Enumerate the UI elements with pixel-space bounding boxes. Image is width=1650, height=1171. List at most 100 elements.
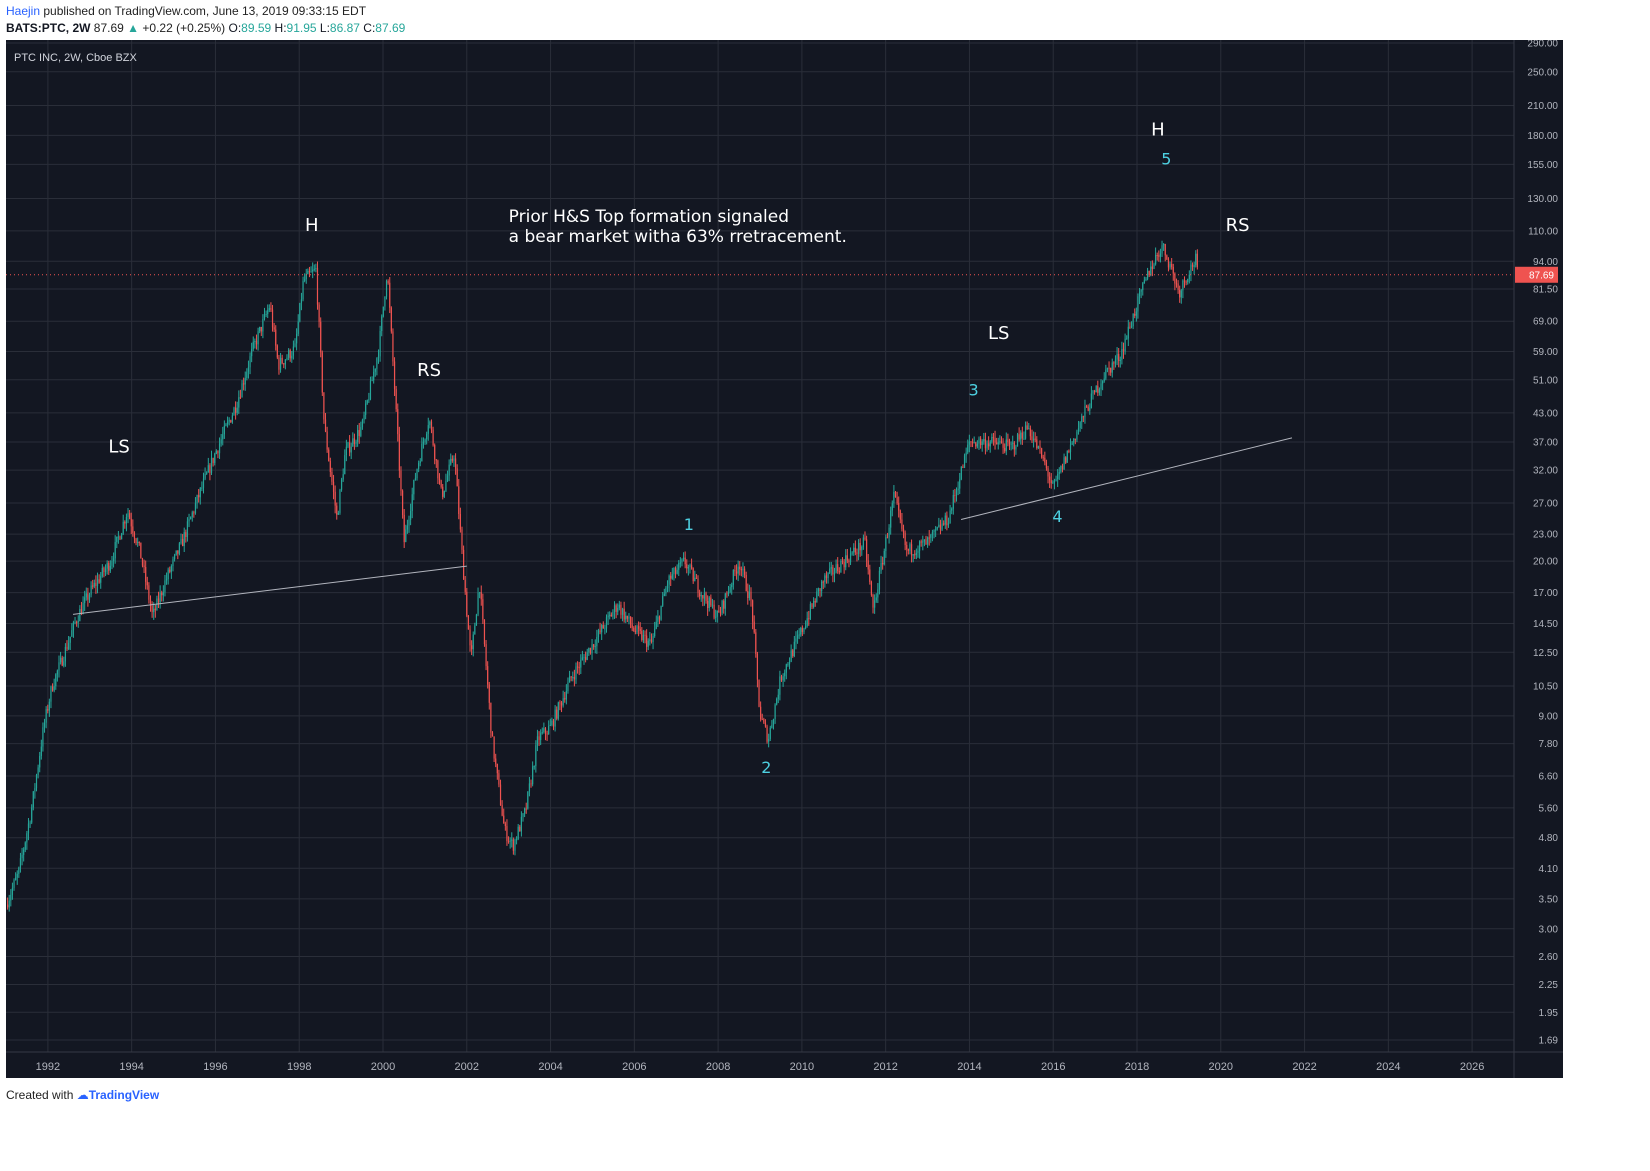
candle-body bbox=[365, 403, 367, 415]
candle-body bbox=[679, 562, 681, 564]
candle-body bbox=[1047, 468, 1049, 477]
candle-body bbox=[464, 579, 466, 592]
author-link[interactable]: Haejin bbox=[6, 4, 41, 18]
candle-body bbox=[85, 593, 87, 598]
candle-body bbox=[578, 667, 580, 669]
candle-body bbox=[620, 604, 622, 615]
candle-body bbox=[928, 537, 930, 539]
candle-body bbox=[437, 460, 439, 479]
candle-body bbox=[1076, 431, 1078, 440]
candle-body bbox=[917, 550, 919, 553]
candle-body bbox=[1169, 263, 1171, 268]
x-tick-label: 2020 bbox=[1209, 1061, 1233, 1073]
candle-body bbox=[522, 813, 524, 817]
candle-body bbox=[835, 564, 837, 573]
candle-body bbox=[650, 639, 653, 643]
open-label: O: bbox=[228, 21, 242, 35]
candle-body bbox=[1028, 428, 1030, 430]
candle-body bbox=[424, 439, 426, 442]
candle-body bbox=[729, 587, 731, 592]
candle-body bbox=[475, 614, 478, 626]
candle-body bbox=[1004, 447, 1006, 452]
candle-body bbox=[755, 632, 757, 654]
candle-body bbox=[467, 615, 470, 630]
candle-body bbox=[992, 436, 995, 439]
candle-body bbox=[753, 621, 755, 633]
price-axis[interactable]: 290.00 250.00 210.00 180.00 155.00 130.00 110.… bbox=[1527, 40, 1558, 1047]
candle-body bbox=[190, 517, 192, 520]
candle-body bbox=[1105, 369, 1107, 379]
candle-body bbox=[387, 281, 389, 283]
candle-body bbox=[1082, 416, 1084, 418]
candle-body bbox=[310, 271, 312, 273]
candle-body bbox=[1167, 259, 1170, 268]
candle-body bbox=[689, 565, 691, 568]
candle-body bbox=[777, 694, 779, 699]
candle-body bbox=[183, 532, 185, 547]
candle-body bbox=[1106, 367, 1109, 370]
candle-body bbox=[72, 622, 75, 631]
candle-body bbox=[379, 330, 381, 357]
candle-body bbox=[1166, 255, 1168, 260]
candle-body bbox=[324, 419, 327, 432]
candle-body bbox=[331, 471, 333, 482]
candle-body bbox=[90, 585, 92, 595]
candle-body bbox=[880, 562, 882, 571]
candle-body bbox=[289, 350, 291, 359]
annotations-layer: LS H RS LS H RS 1 2 3 4 5 Prior H&S Top formation s… bbox=[108, 119, 1249, 777]
candle-body bbox=[657, 616, 659, 622]
candle-body bbox=[575, 666, 577, 680]
candle-body bbox=[785, 664, 787, 673]
candle-body bbox=[764, 722, 767, 727]
candle-body bbox=[259, 327, 261, 332]
candle-body bbox=[315, 268, 317, 270]
candle-body bbox=[71, 630, 73, 637]
candle-body bbox=[970, 441, 972, 443]
candle-body bbox=[951, 508, 953, 511]
note-text-line: Prior H&S Top formation signaled bbox=[509, 207, 789, 227]
candle-body bbox=[39, 756, 41, 768]
candle-body bbox=[427, 425, 429, 434]
candle-body bbox=[922, 541, 924, 543]
candle-body bbox=[498, 773, 500, 785]
price-chart[interactable]: LS H RS LS H RS 1 2 3 4 5 Prior H&S Top formation s… bbox=[6, 40, 1563, 1078]
candle-body bbox=[795, 638, 797, 642]
candle-body bbox=[1092, 390, 1094, 394]
candle-body bbox=[299, 303, 301, 322]
candle-body bbox=[223, 425, 225, 435]
tradingview-brand-link[interactable]: TradingView bbox=[88, 1088, 160, 1102]
candle-body bbox=[739, 566, 741, 570]
candle-body bbox=[609, 614, 611, 616]
x-tick-label: 2006 bbox=[622, 1061, 646, 1073]
candle-body bbox=[92, 585, 94, 587]
candle-body bbox=[1042, 457, 1044, 459]
candle-body bbox=[471, 645, 473, 650]
time-axis[interactable]: 1992 1994 1996 1998 2000 2002 2004 2006 2008 2010… bbox=[36, 1061, 1485, 1073]
candle-body bbox=[896, 497, 898, 504]
candle-body bbox=[108, 563, 110, 571]
candle-body bbox=[674, 567, 677, 574]
candle-body bbox=[265, 314, 267, 316]
candle-body bbox=[287, 350, 290, 358]
x-tick-label: 2016 bbox=[1041, 1061, 1065, 1073]
candle-body bbox=[601, 625, 603, 633]
y-tick-label: 6.60 bbox=[1539, 772, 1559, 783]
candle-body bbox=[811, 604, 813, 608]
candle-body bbox=[965, 452, 967, 456]
candle-body bbox=[101, 567, 103, 577]
candle-body bbox=[745, 574, 747, 591]
candle-body bbox=[133, 532, 136, 539]
candle-body bbox=[1079, 422, 1081, 429]
candle-body bbox=[573, 677, 575, 680]
x-tick-label: 2004 bbox=[538, 1061, 562, 1073]
wave-label: 2 bbox=[761, 758, 771, 777]
candle-body bbox=[732, 570, 734, 585]
candle-body bbox=[1052, 482, 1054, 484]
candle-body bbox=[451, 458, 453, 461]
candle-body bbox=[450, 458, 452, 465]
candle-body bbox=[570, 676, 572, 678]
candle-body bbox=[715, 616, 717, 618]
candle-body bbox=[530, 783, 532, 785]
candle-body bbox=[1021, 432, 1023, 439]
wave-label: 5 bbox=[1161, 149, 1171, 168]
